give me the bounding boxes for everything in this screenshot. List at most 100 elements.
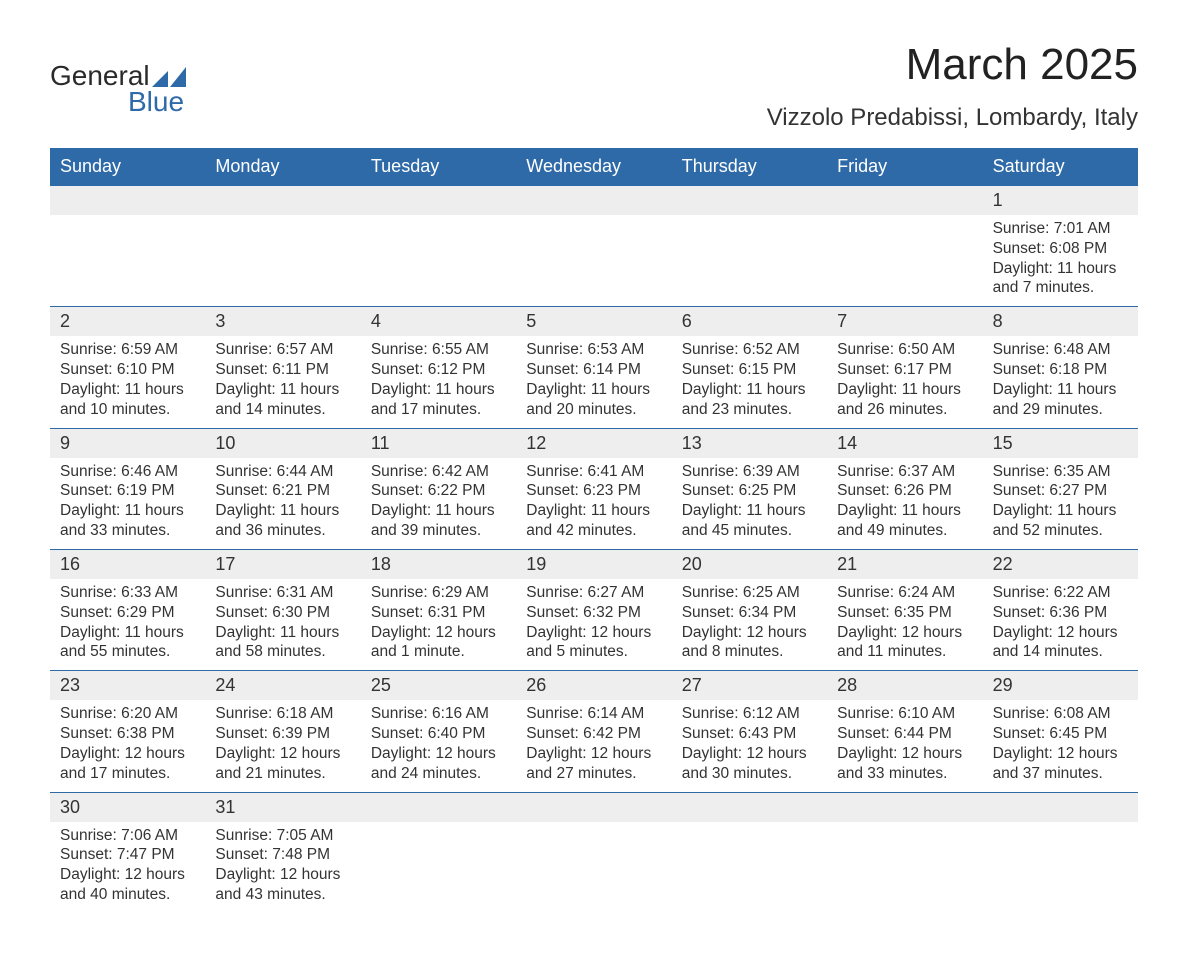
sunset-line: Sunset: 6:11 PM: [215, 360, 350, 380]
daynum-cell: 3: [205, 307, 360, 336]
daylight-line: Daylight: 11 hours and 14 minutes.: [215, 380, 350, 420]
sunrise-line: Sunrise: 6:20 AM: [60, 704, 195, 724]
daynum-cell: 18: [361, 550, 516, 579]
daylight-line: Daylight: 12 hours and 30 minutes.: [682, 744, 817, 784]
sunrise-line: Sunrise: 6:08 AM: [993, 704, 1128, 724]
sunrise-line: Sunrise: 6:48 AM: [993, 340, 1128, 360]
day-cell: Sunrise: 6:37 AMSunset: 6:26 PMDaylight:…: [827, 458, 982, 549]
week-row: 23242526272829Sunrise: 6:20 AMSunset: 6:…: [50, 670, 1138, 791]
logo-text-bottom: Blue: [128, 86, 184, 118]
daylight-line: Daylight: 11 hours and 58 minutes.: [215, 623, 350, 663]
sunset-line: Sunset: 6:45 PM: [993, 724, 1128, 744]
daynum-cell: 27: [672, 671, 827, 700]
day-cell: Sunrise: 6:44 AMSunset: 6:21 PMDaylight:…: [205, 458, 360, 549]
daynum-cell: 31: [205, 793, 360, 822]
daylight-line: Daylight: 12 hours and 24 minutes.: [371, 744, 506, 784]
daynum-cell: 16: [50, 550, 205, 579]
sunset-line: Sunset: 6:32 PM: [526, 603, 661, 623]
day-cell: Sunrise: 6:46 AMSunset: 6:19 PMDaylight:…: [50, 458, 205, 549]
sunset-line: Sunset: 6:26 PM: [837, 481, 972, 501]
sunrise-line: Sunrise: 6:35 AM: [993, 462, 1128, 482]
daynum-cell: 20: [672, 550, 827, 579]
daylight-line: Daylight: 11 hours and 17 minutes.: [371, 380, 506, 420]
daynum-row: 3031: [50, 793, 1138, 822]
sunrise-line: Sunrise: 6:37 AM: [837, 462, 972, 482]
daynum-cell: [516, 186, 671, 215]
sunset-line: Sunset: 6:25 PM: [682, 481, 817, 501]
sunset-line: Sunset: 6:40 PM: [371, 724, 506, 744]
day-cell: Sunrise: 6:12 AMSunset: 6:43 PMDaylight:…: [672, 700, 827, 791]
sunrise-line: Sunrise: 6:18 AM: [215, 704, 350, 724]
day-cell: Sunrise: 7:06 AMSunset: 7:47 PMDaylight:…: [50, 822, 205, 913]
sunrise-line: Sunrise: 6:29 AM: [371, 583, 506, 603]
sunrise-line: Sunrise: 6:25 AM: [682, 583, 817, 603]
day-header-cell: Saturday: [983, 148, 1138, 185]
sunrise-line: Sunrise: 6:14 AM: [526, 704, 661, 724]
daylight-line: Daylight: 12 hours and 11 minutes.: [837, 623, 972, 663]
daynum-row: 16171819202122: [50, 550, 1138, 579]
weeks-container: 1Sunrise: 7:01 AMSunset: 6:08 PMDaylight…: [50, 185, 1138, 913]
day-cell: [361, 215, 516, 306]
daylight-line: Daylight: 12 hours and 21 minutes.: [215, 744, 350, 784]
sunset-line: Sunset: 6:14 PM: [526, 360, 661, 380]
sunrise-line: Sunrise: 6:27 AM: [526, 583, 661, 603]
daynum-cell: 28: [827, 671, 982, 700]
day-cell: [672, 822, 827, 913]
day-cell: Sunrise: 6:50 AMSunset: 6:17 PMDaylight:…: [827, 336, 982, 427]
sunrise-line: Sunrise: 6:57 AM: [215, 340, 350, 360]
daynum-cell: [516, 793, 671, 822]
location-label: Vizzolo Predabissi, Lombardy, Italy: [767, 104, 1138, 132]
sunset-line: Sunset: 7:47 PM: [60, 845, 195, 865]
sunrise-line: Sunrise: 6:59 AM: [60, 340, 195, 360]
daylight-line: Daylight: 12 hours and 1 minute.: [371, 623, 506, 663]
sunset-line: Sunset: 6:39 PM: [215, 724, 350, 744]
day-cell: Sunrise: 6:20 AMSunset: 6:38 PMDaylight:…: [50, 700, 205, 791]
sunset-line: Sunset: 6:15 PM: [682, 360, 817, 380]
daylight-line: Daylight: 11 hours and 49 minutes.: [837, 501, 972, 541]
day-cell: Sunrise: 6:59 AMSunset: 6:10 PMDaylight:…: [50, 336, 205, 427]
day-cell: [50, 215, 205, 306]
day-cell: Sunrise: 6:25 AMSunset: 6:34 PMDaylight:…: [672, 579, 827, 670]
day-cell: Sunrise: 6:16 AMSunset: 6:40 PMDaylight:…: [361, 700, 516, 791]
sunrise-line: Sunrise: 6:22 AM: [993, 583, 1128, 603]
daylight-line: Daylight: 12 hours and 43 minutes.: [215, 865, 350, 905]
daynum-cell: 23: [50, 671, 205, 700]
sunrise-line: Sunrise: 6:46 AM: [60, 462, 195, 482]
sunset-line: Sunset: 6:17 PM: [837, 360, 972, 380]
daynum-cell: 19: [516, 550, 671, 579]
day-header-cell: Thursday: [672, 148, 827, 185]
sunset-line: Sunset: 6:18 PM: [993, 360, 1128, 380]
daynum-cell: 4: [361, 307, 516, 336]
sunrise-line: Sunrise: 6:53 AM: [526, 340, 661, 360]
day-cell: [516, 215, 671, 306]
daynum-cell: [205, 186, 360, 215]
day-cell: Sunrise: 6:52 AMSunset: 6:15 PMDaylight:…: [672, 336, 827, 427]
sunset-line: Sunset: 6:31 PM: [371, 603, 506, 623]
day-cell: Sunrise: 7:05 AMSunset: 7:48 PMDaylight:…: [205, 822, 360, 913]
daynum-cell: 13: [672, 429, 827, 458]
daylight-line: Daylight: 12 hours and 40 minutes.: [60, 865, 195, 905]
sunrise-line: Sunrise: 6:31 AM: [215, 583, 350, 603]
daylight-line: Daylight: 11 hours and 45 minutes.: [682, 501, 817, 541]
sunset-line: Sunset: 6:35 PM: [837, 603, 972, 623]
day-cell: Sunrise: 6:39 AMSunset: 6:25 PMDaylight:…: [672, 458, 827, 549]
day-header-cell: Monday: [205, 148, 360, 185]
day-cell: [672, 215, 827, 306]
daynum-cell: 30: [50, 793, 205, 822]
day-cell: [827, 822, 982, 913]
daynum-cell: [672, 186, 827, 215]
daynum-cell: 12: [516, 429, 671, 458]
daynum-cell: [361, 186, 516, 215]
daylight-line: Daylight: 11 hours and 20 minutes.: [526, 380, 661, 420]
day-cell: Sunrise: 6:22 AMSunset: 6:36 PMDaylight:…: [983, 579, 1138, 670]
day-cell: Sunrise: 6:41 AMSunset: 6:23 PMDaylight:…: [516, 458, 671, 549]
daynum-row: 9101112131415: [50, 429, 1138, 458]
page-title: March 2025: [767, 40, 1138, 90]
daynum-cell: 6: [672, 307, 827, 336]
sunset-line: Sunset: 6:22 PM: [371, 481, 506, 501]
week-row: 3031Sunrise: 7:06 AMSunset: 7:47 PMDayli…: [50, 792, 1138, 913]
daynum-cell: 9: [50, 429, 205, 458]
daynum-cell: [827, 186, 982, 215]
daylight-line: Daylight: 11 hours and 23 minutes.: [682, 380, 817, 420]
sunset-line: Sunset: 6:19 PM: [60, 481, 195, 501]
